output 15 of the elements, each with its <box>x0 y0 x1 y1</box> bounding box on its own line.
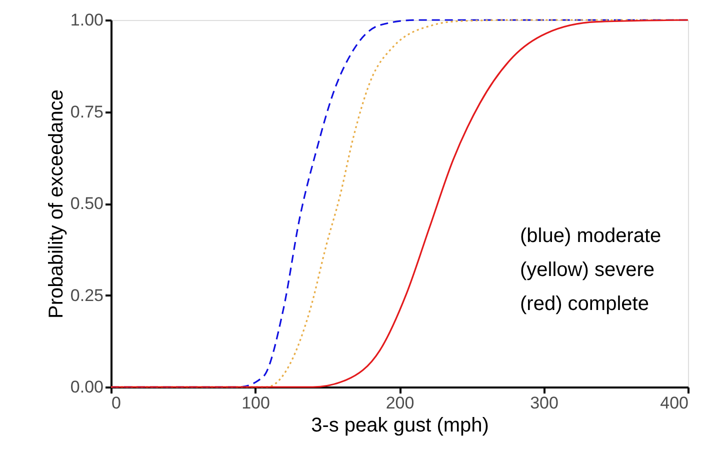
annotation: (red) complete <box>520 293 649 315</box>
annotation: (blue) moderate <box>520 225 662 247</box>
y-tick-label: 0.50 <box>70 194 104 213</box>
x-tick-label: 0 <box>112 394 121 412</box>
y-axis-title: Probability of exceedance <box>45 89 68 319</box>
x-tick-label: 200 <box>386 394 414 412</box>
y-tick-label: 1.00 <box>70 10 104 30</box>
y-tick-label: 0.75 <box>70 102 104 122</box>
annotation: (yellow) severe <box>520 259 654 281</box>
y-tick-label: 0.25 <box>70 286 104 305</box>
x-axis-title: 3-s peak gust (mph) <box>311 414 489 436</box>
y-tick-label: 0.00 <box>70 378 104 396</box>
x-tick-label: 100 <box>242 394 270 412</box>
x-tick-label: 300 <box>530 394 558 412</box>
x-tick-label: 400 <box>660 394 688 412</box>
